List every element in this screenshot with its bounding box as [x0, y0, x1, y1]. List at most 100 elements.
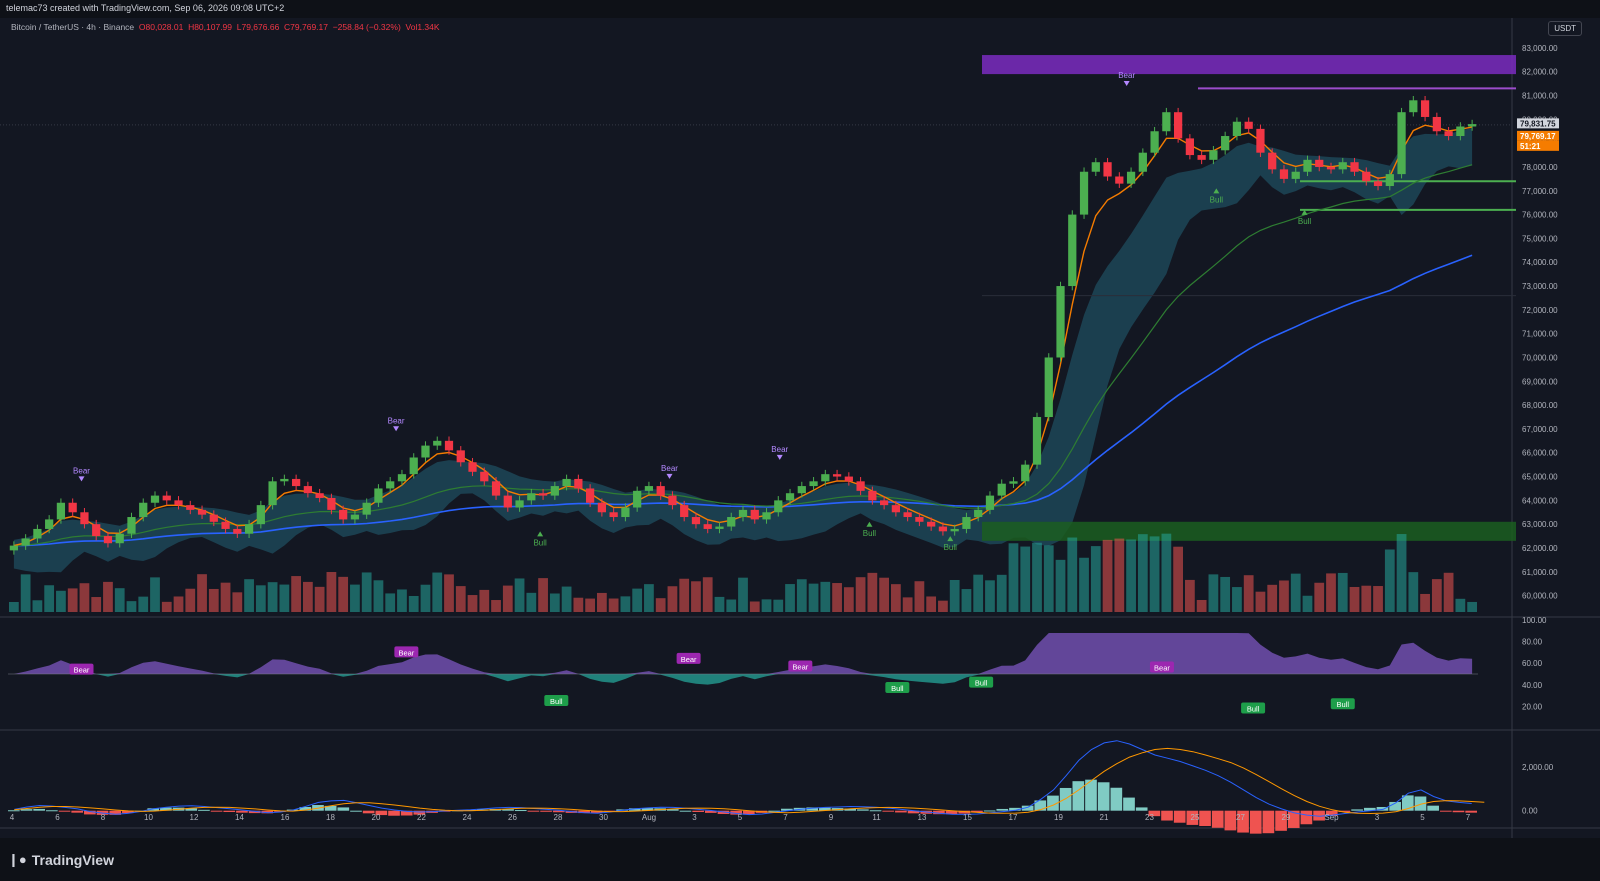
macd-histogram-bar: [210, 810, 223, 812]
volume-bar: [1431, 579, 1442, 612]
macd-histogram-bar: [933, 810, 945, 815]
macd-histogram-bar: [1275, 810, 1287, 831]
volume-bar: [667, 586, 678, 612]
volume-bar: [173, 596, 184, 612]
ema-fast-line: [13, 124, 1473, 547]
candle-body: [1068, 214, 1077, 287]
brand-logo[interactable]: ❙● TradingView: [8, 852, 114, 868]
macd-histogram-bar: [1211, 810, 1224, 828]
time-tick-label: Sep: [1324, 813, 1339, 822]
volume-bar: [1161, 533, 1172, 612]
chart-canvas[interactable]: Bear Bear Bull Bear Bear Bull Bull Bear Bull Bull…: [0, 0, 1600, 838]
macd-histogram-bar: [730, 810, 742, 815]
candle-body: [538, 493, 548, 496]
volume-bar: [279, 584, 290, 612]
candle-body: [1420, 100, 1430, 117]
credit-text: telemac73 created with TradingView.com, …: [6, 3, 285, 13]
macd-histogram-bar: [869, 810, 882, 812]
volume-bar: [1361, 585, 1372, 612]
bear-signal-label: Bear: [771, 445, 788, 454]
candle-body: [174, 500, 183, 506]
volume-bar: [232, 592, 243, 612]
candle-body: [1091, 162, 1100, 172]
bull-divergence-badge: [969, 676, 994, 688]
volume-bar: [1196, 599, 1207, 612]
candle-body: [774, 500, 783, 513]
macd-histogram-bar: [819, 807, 831, 811]
volume-bar: [432, 572, 443, 612]
volume-bar: [1384, 549, 1395, 612]
macd-histogram-bar: [1173, 810, 1186, 823]
candle-body: [574, 478, 583, 489]
time-tick-label: 7: [783, 813, 788, 822]
macd-histogram-bar: [1389, 801, 1401, 811]
volume-bar: [9, 602, 19, 612]
macd-histogram-bar: [1287, 810, 1300, 828]
candle-body: [221, 521, 230, 529]
volume-bar: [1173, 546, 1183, 612]
candle-body: [562, 478, 571, 487]
candle-body: [527, 493, 536, 501]
time-tick-label: 25: [1191, 813, 1200, 822]
symbol-legend[interactable]: Bitcoin / TetherUS · 4h · Binance O80,02…: [11, 22, 440, 32]
volume-bar: [56, 590, 66, 612]
candle-body: [162, 495, 171, 501]
macd-histogram-bar: [1224, 810, 1237, 831]
volume-bar: [1032, 542, 1042, 612]
volume-bar: [585, 598, 595, 612]
bottom-bar: [0, 838, 1600, 881]
bull-divergence-label: Bull: [891, 684, 904, 693]
price-tick-label: 76,000.00: [1522, 211, 1558, 220]
volume-bar: [220, 582, 231, 612]
bear-signal-marker: [1123, 81, 1130, 87]
candle-body: [1385, 174, 1394, 187]
volume-bar: [397, 589, 407, 612]
price-tag-box: [1517, 140, 1559, 151]
volume-bar: [79, 583, 90, 612]
volume-bar: [67, 588, 78, 612]
volume-bar: [1349, 586, 1360, 612]
candle-body: [1350, 162, 1359, 172]
volume-bar: [914, 581, 925, 612]
bear-divergence-badge: [676, 652, 701, 664]
volume-value: Vol1.34K: [405, 22, 440, 32]
candle-body: [92, 524, 101, 537]
rsi-tick-label: 40.00: [1522, 681, 1543, 690]
candle-body: [9, 545, 18, 551]
price-tick-label: 63,000.00: [1522, 520, 1558, 529]
macd-histogram-bar: [8, 810, 20, 812]
candle-body: [1279, 169, 1289, 179]
price-tick-label: 82,000.00: [1522, 68, 1558, 77]
candle-body: [738, 509, 748, 518]
volume-bar: [244, 579, 254, 612]
candle-body: [56, 502, 66, 520]
macd-histogram-bar: [1059, 787, 1072, 811]
grid: [0, 18, 1600, 838]
candle-body: [397, 474, 407, 482]
candle-body: [1291, 171, 1300, 179]
price-tick-label: 75,000.00: [1522, 234, 1558, 243]
volume-bar: [361, 572, 372, 612]
candle-body: [444, 440, 454, 451]
macd-histogram-bar: [971, 810, 983, 813]
bull-divergence-label: Bull: [1247, 705, 1260, 714]
rsi-panel: 100.00 80.00 60.00 40.00 20.00 Bear Bear Bull Be…: [8, 616, 1547, 714]
volume-bar: [267, 582, 278, 612]
time-tick-label: 28: [554, 813, 563, 822]
candle-body: [797, 486, 806, 494]
volume-bar: [785, 584, 795, 612]
volume-bar: [1396, 534, 1407, 612]
volume-bar: [291, 576, 301, 612]
candle-body: [903, 512, 912, 518]
bull-divergence-badge: [1241, 702, 1266, 714]
time-tick-label: 5: [1420, 813, 1425, 822]
price-tick-label: 67,000.00: [1522, 425, 1558, 434]
macd-histogram-bar: [160, 807, 172, 811]
cloud-band: [13, 128, 1473, 573]
candle-body: [1456, 126, 1465, 137]
candle-body: [433, 440, 442, 446]
candle-body: [468, 462, 477, 472]
volume-bar: [1455, 598, 1466, 612]
candle-body: [480, 471, 489, 482]
currency-button[interactable]: USDT: [1548, 21, 1582, 36]
